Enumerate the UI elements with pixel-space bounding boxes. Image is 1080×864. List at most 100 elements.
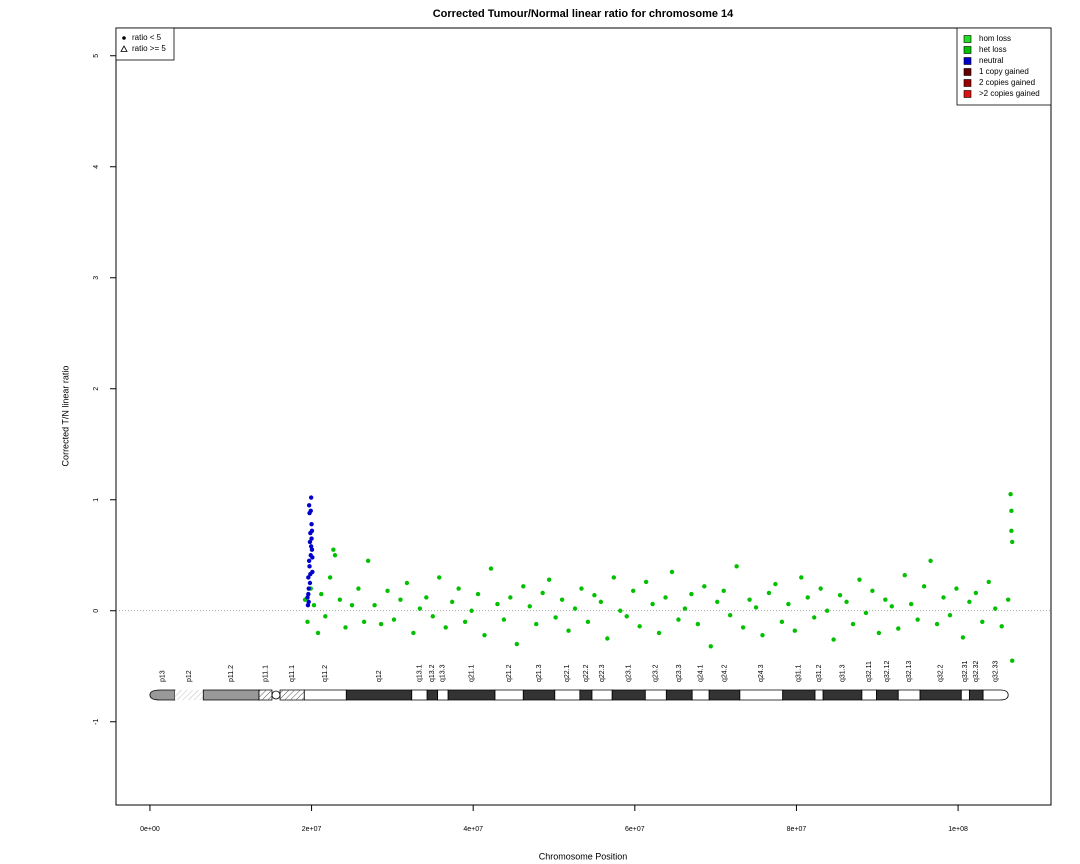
data-point xyxy=(592,593,597,598)
data-point xyxy=(521,584,526,589)
data-point xyxy=(643,579,649,585)
data-point xyxy=(863,610,869,616)
data-point xyxy=(831,637,836,642)
data-point xyxy=(1010,658,1015,663)
data-point xyxy=(475,591,481,597)
data-point xyxy=(488,566,494,571)
band-label: q24.1 xyxy=(698,664,705,682)
data-point xyxy=(398,597,403,602)
data-point xyxy=(501,617,507,622)
x-tick-label: 4e+07 xyxy=(463,826,483,833)
band xyxy=(149,689,176,701)
data-point xyxy=(469,608,474,613)
y-tick-label: 4 xyxy=(93,165,100,169)
band-label: q24.2 xyxy=(721,664,728,682)
data-point xyxy=(747,597,752,602)
band-label: q32.2 xyxy=(938,664,945,682)
band-label: q31.3 xyxy=(839,664,846,682)
data-point xyxy=(310,555,315,560)
data-point xyxy=(424,595,429,600)
band xyxy=(876,689,899,701)
data-point xyxy=(306,503,312,508)
data-point xyxy=(443,625,448,630)
band-label: q13.3 xyxy=(440,664,447,682)
data-point xyxy=(462,619,468,625)
data-point xyxy=(305,595,310,600)
data-point xyxy=(999,624,1004,629)
data-point xyxy=(921,584,927,589)
data-point xyxy=(656,630,662,636)
data-point xyxy=(553,615,558,620)
data-point xyxy=(337,597,343,602)
band-label: q11.2 xyxy=(322,665,329,682)
data-point xyxy=(361,619,367,625)
band xyxy=(968,689,984,701)
data-point xyxy=(837,593,843,598)
data-point xyxy=(934,621,940,627)
band xyxy=(644,689,667,701)
data-point xyxy=(356,586,361,591)
band-label: q23.2 xyxy=(653,664,660,682)
data-point xyxy=(727,612,733,618)
data-point xyxy=(824,608,830,613)
data-point xyxy=(941,595,946,600)
data-point xyxy=(482,632,487,638)
legend-swatch xyxy=(963,57,972,65)
data-point xyxy=(311,603,317,608)
data-point xyxy=(534,621,539,627)
band-label: q32.13 xyxy=(906,660,913,682)
data-point xyxy=(309,536,314,541)
data-point xyxy=(495,601,500,607)
band xyxy=(982,689,1009,701)
data-point xyxy=(721,588,726,593)
data-point xyxy=(669,569,675,575)
band xyxy=(522,689,556,701)
y-tick-label: 2 xyxy=(93,387,100,391)
y-tick-label: 1 xyxy=(93,498,100,502)
legend-swatch xyxy=(963,35,972,43)
legend-label: 1 copy gained xyxy=(979,67,1029,76)
data-point xyxy=(702,584,707,589)
data-point xyxy=(598,599,604,605)
data-point xyxy=(650,601,655,607)
data-point xyxy=(579,586,584,591)
data-point xyxy=(508,595,513,600)
data-point xyxy=(332,553,338,558)
band-label: q31.2 xyxy=(816,664,823,682)
band xyxy=(437,689,449,701)
band-label: q12 xyxy=(376,670,383,682)
data-point xyxy=(1009,528,1014,534)
legend-box xyxy=(115,27,175,61)
data-point xyxy=(902,573,907,578)
data-point xyxy=(417,606,423,611)
band-label: q31.1 xyxy=(796,664,803,682)
data-point xyxy=(876,630,882,636)
data-point xyxy=(365,558,371,563)
legend-box xyxy=(956,27,1052,106)
data-point xyxy=(307,539,313,545)
band xyxy=(782,689,816,701)
data-point xyxy=(896,626,901,631)
data-point xyxy=(1010,539,1015,545)
data-point xyxy=(611,575,617,580)
band-label: q13.1 xyxy=(416,664,423,682)
plot-frame xyxy=(115,27,1052,806)
legend-label: neutral xyxy=(979,56,1004,65)
band-label: q32.12 xyxy=(884,660,891,682)
data-point xyxy=(309,521,314,527)
band-label: q13.2 xyxy=(429,664,436,682)
data-point xyxy=(323,614,328,619)
data-point xyxy=(1008,492,1013,497)
band xyxy=(426,689,439,701)
legend-label: het loss xyxy=(979,45,1007,54)
data-point xyxy=(850,621,856,627)
data-point xyxy=(993,606,998,611)
data-point xyxy=(309,547,315,552)
data-point xyxy=(805,595,810,600)
band xyxy=(708,689,741,701)
x-tick-label: 2e+07 xyxy=(302,826,322,833)
data-point xyxy=(1005,597,1011,602)
band-label: q21.3 xyxy=(536,664,543,682)
band-label: q22.1 xyxy=(564,664,571,682)
